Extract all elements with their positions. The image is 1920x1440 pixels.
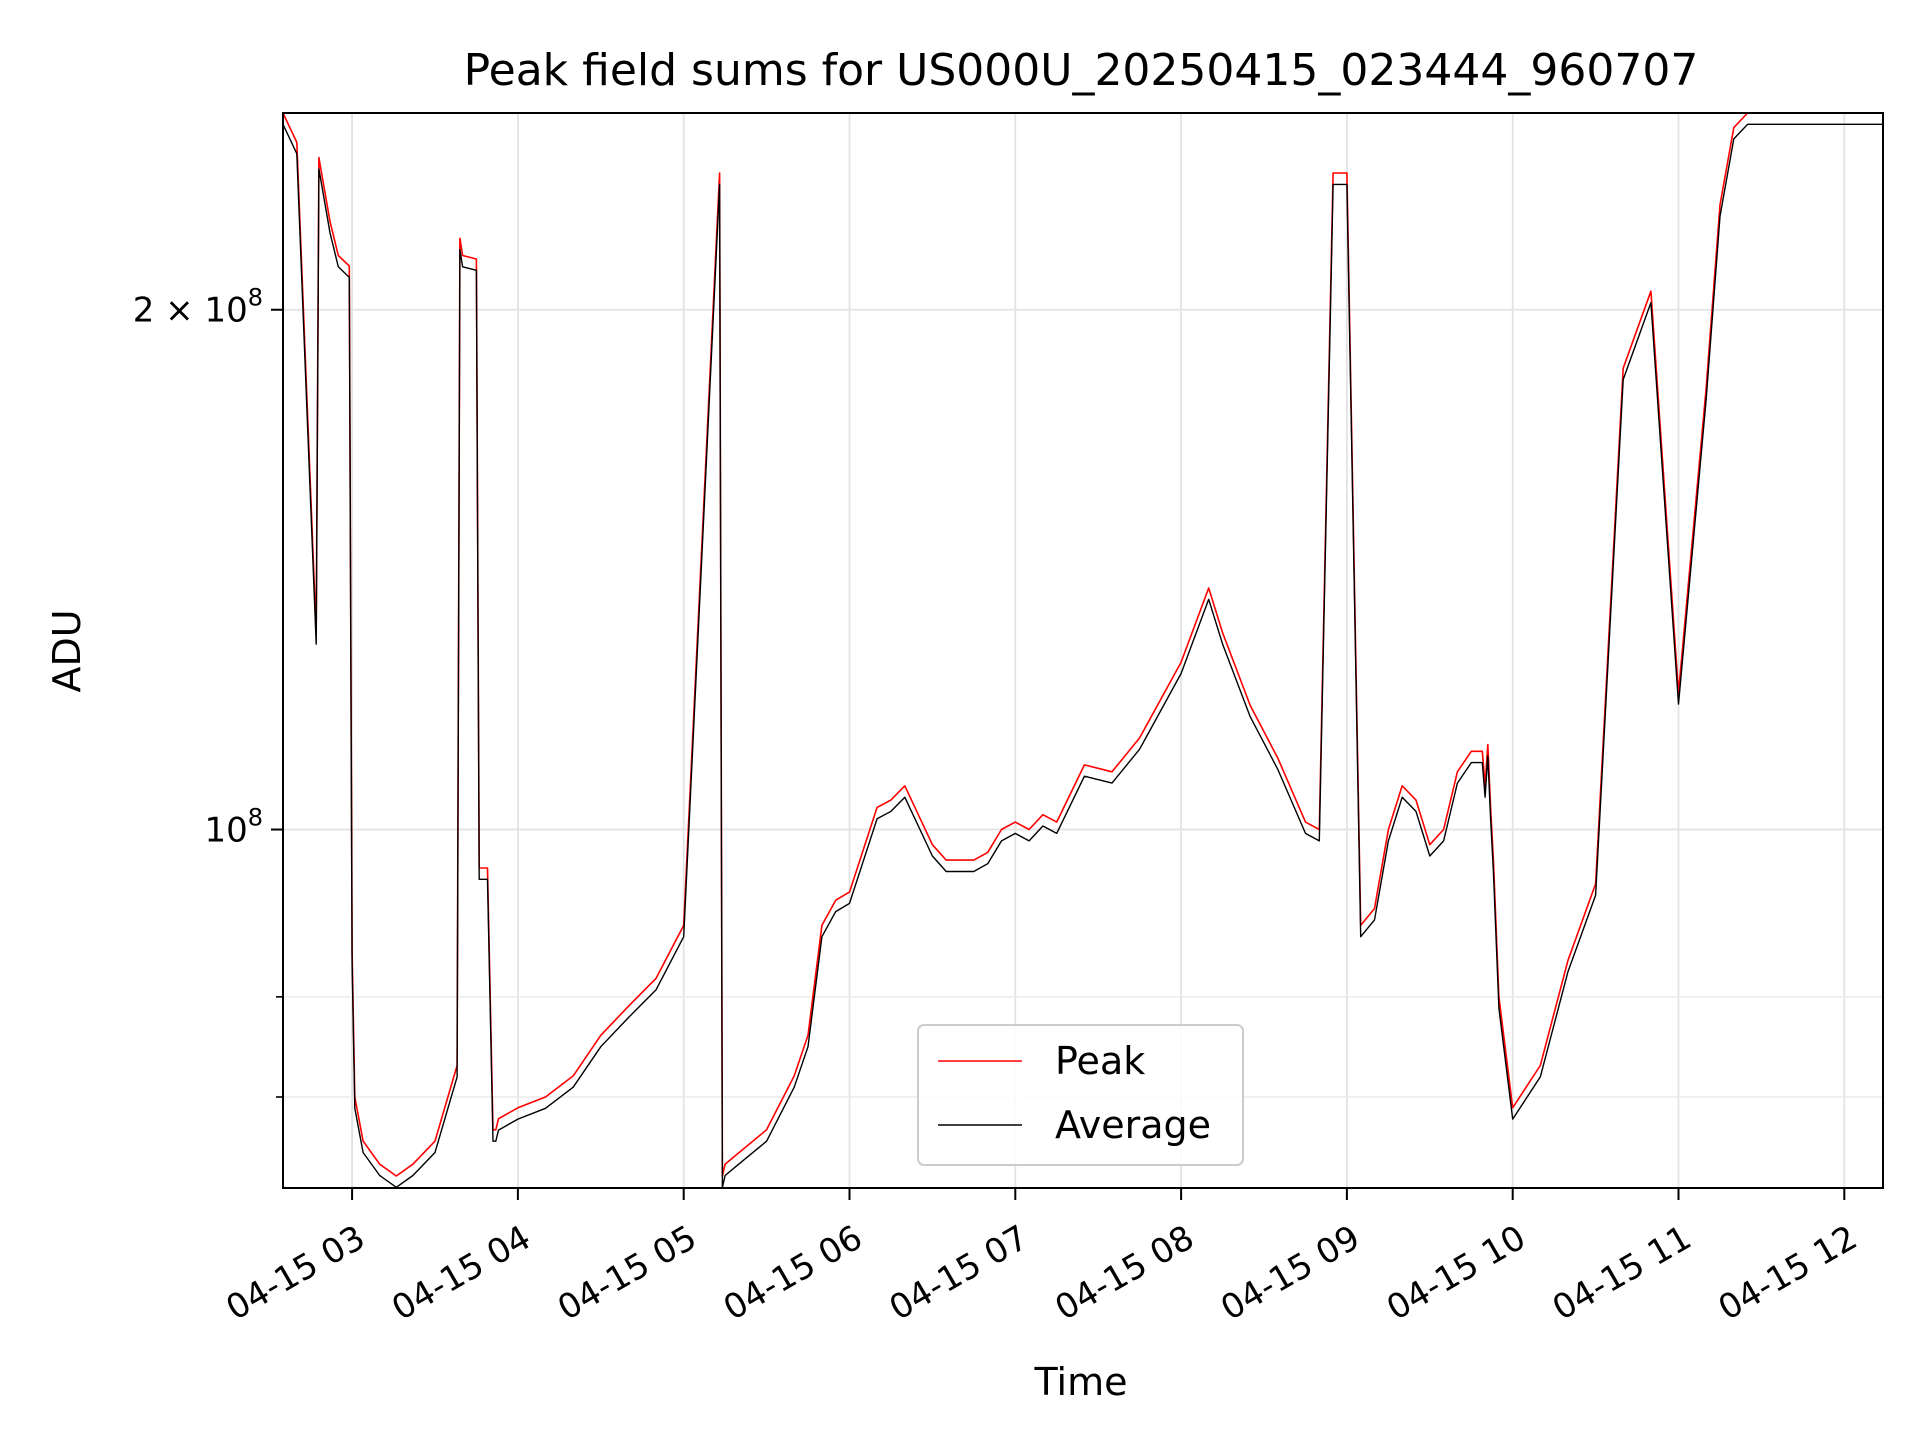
chart-title: Peak field sums for US000U_20250415_0234… (464, 45, 1699, 96)
legend-box (917, 1024, 1244, 1166)
plot-series (282, 112, 1883, 1188)
axes-frame (282, 112, 1884, 1189)
y-tick-label: 2 × 108 (133, 284, 263, 331)
y-tick-label: 108 (204, 804, 263, 851)
legend-label-average: Average (1055, 1103, 1211, 1147)
y-axis-label: ADU (45, 609, 89, 692)
legend-label-peak: Peak (1055, 1039, 1145, 1083)
x-axis-label: Time (1034, 1360, 1128, 1404)
y-axis-ticks: 108 2 × 108 (133, 284, 283, 1098)
series-line-average (282, 123, 1883, 1188)
legend: Peak Average (917, 1024, 1244, 1166)
